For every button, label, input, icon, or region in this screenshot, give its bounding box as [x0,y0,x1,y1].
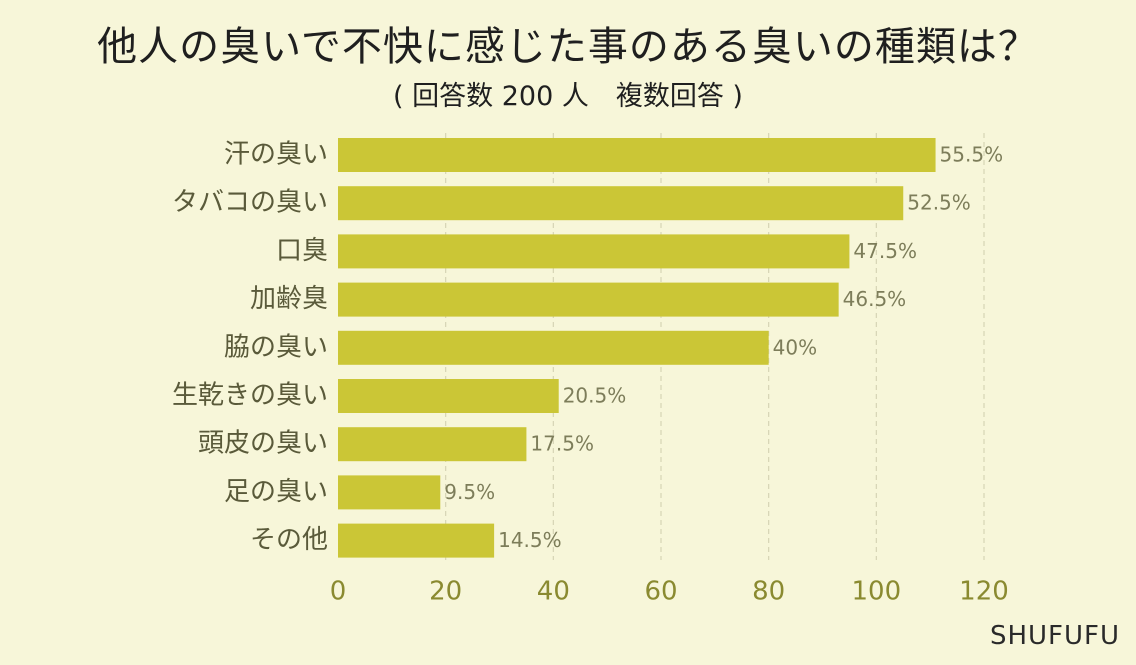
category-label: 汗の臭い [224,140,328,170]
x-tick-label: 0 [330,577,347,607]
x-tick-label: 120 [959,577,1009,607]
bar [338,330,769,365]
bar [338,186,904,221]
bars [338,138,936,558]
bar [338,282,839,317]
x-axis-ticks: 0 20 40 60 80 100 120 [330,577,1009,607]
category-label: 口臭 [276,236,328,266]
category-label: 頭皮の臭い [198,429,328,459]
value-labels: 55.5% 52.5% 47.5% 46.5% 40% 20.5% 17.5% 9.5%14.… [444,143,1003,553]
x-tick-label: 40 [537,577,570,607]
grid-lines [445,133,985,560]
category-label: 生乾きの臭い [172,381,328,411]
data-label: 46.5% [843,287,907,311]
x-tick-label: 100 [852,577,902,607]
bar [338,138,936,172]
data-label: 20.5% [563,384,627,408]
source-label: SHUFUFU [989,621,1120,651]
x-tick-label: 60 [644,577,677,607]
data-label: 55.5% [940,143,1004,167]
data-label: 52.5% [907,191,971,215]
bar [338,523,495,558]
data-label: 14.5% [498,528,562,552]
data-label: 9.5% [444,480,495,504]
chart-title: 他人の臭いで不快に感じた事のある臭いの種類は？ [97,24,1039,70]
x-tick-label: 20 [429,577,462,607]
category-label: タバコの臭い [172,188,328,218]
data-label: 17.5% [530,432,594,456]
chart-subtitle: ( 回答数 200 人 複数回答 ) [393,81,743,112]
bar [338,475,441,510]
bar [338,427,527,462]
category-label: その他 [250,525,328,555]
bar [338,234,850,269]
category-label: 脇の臭い [224,332,328,362]
x-tick-label: 80 [752,577,785,607]
category-label: 足の臭い [224,477,328,507]
bar [338,379,559,413]
category-label: 加齢臭 [250,284,328,314]
data-label: 40% [773,335,817,359]
data-label: 47.5% [853,239,917,263]
